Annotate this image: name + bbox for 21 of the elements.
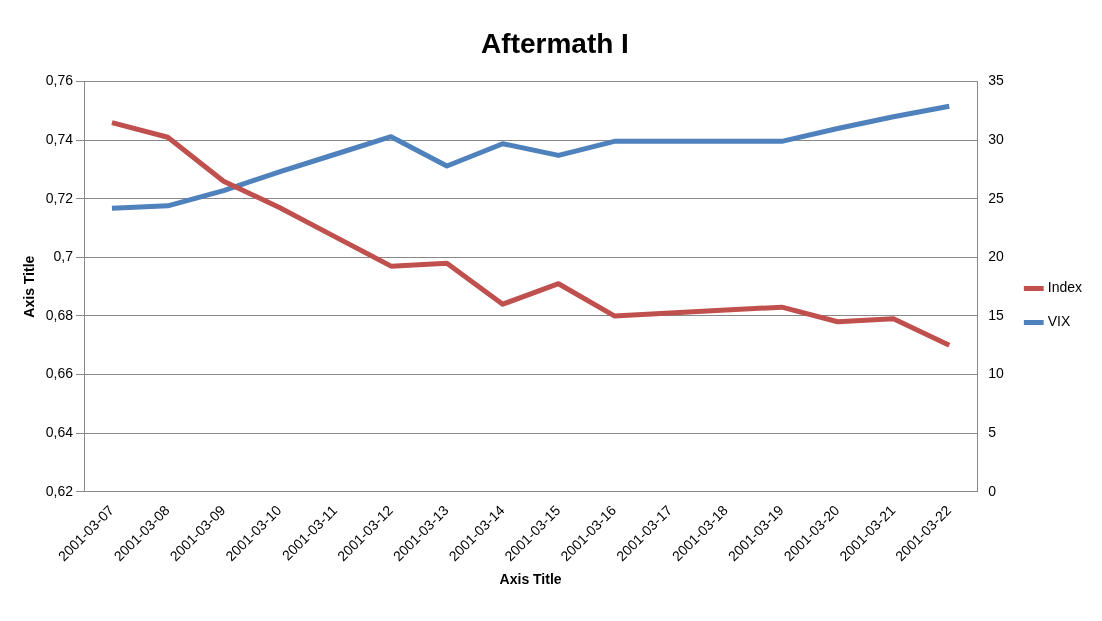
y2-tick-label: 20 bbox=[988, 248, 1004, 265]
y2-tick-label: 15 bbox=[988, 306, 1004, 323]
y-tick-label: 0,68 bbox=[45, 306, 74, 323]
y-tick-label: 0,74 bbox=[45, 131, 74, 148]
y2-tick-label: 30 bbox=[988, 131, 1004, 148]
x-axis-title: Axis Title bbox=[499, 571, 562, 588]
y-tick-label: 0,7 bbox=[53, 248, 74, 265]
y-tick-label: 0,76 bbox=[45, 72, 74, 89]
legend-label: Index bbox=[1047, 279, 1082, 296]
y2-tick-label: 10 bbox=[988, 365, 1004, 382]
y2-tick-label: 35 bbox=[988, 72, 1004, 89]
legend-label: VIX bbox=[1047, 313, 1071, 330]
y-axis-title: Axis Title bbox=[21, 255, 38, 318]
chart-title: Aftermath I bbox=[481, 27, 629, 59]
y-tick-label: 0,62 bbox=[45, 482, 74, 499]
y2-tick-label: 0 bbox=[988, 482, 997, 499]
y2-tick-label: 25 bbox=[988, 189, 1004, 206]
y-tick-label: 0,64 bbox=[45, 423, 74, 440]
y-tick-label: 0,66 bbox=[45, 365, 74, 382]
y-tick-label: 0,72 bbox=[45, 189, 74, 206]
y2-tick-label: 5 bbox=[988, 423, 997, 440]
